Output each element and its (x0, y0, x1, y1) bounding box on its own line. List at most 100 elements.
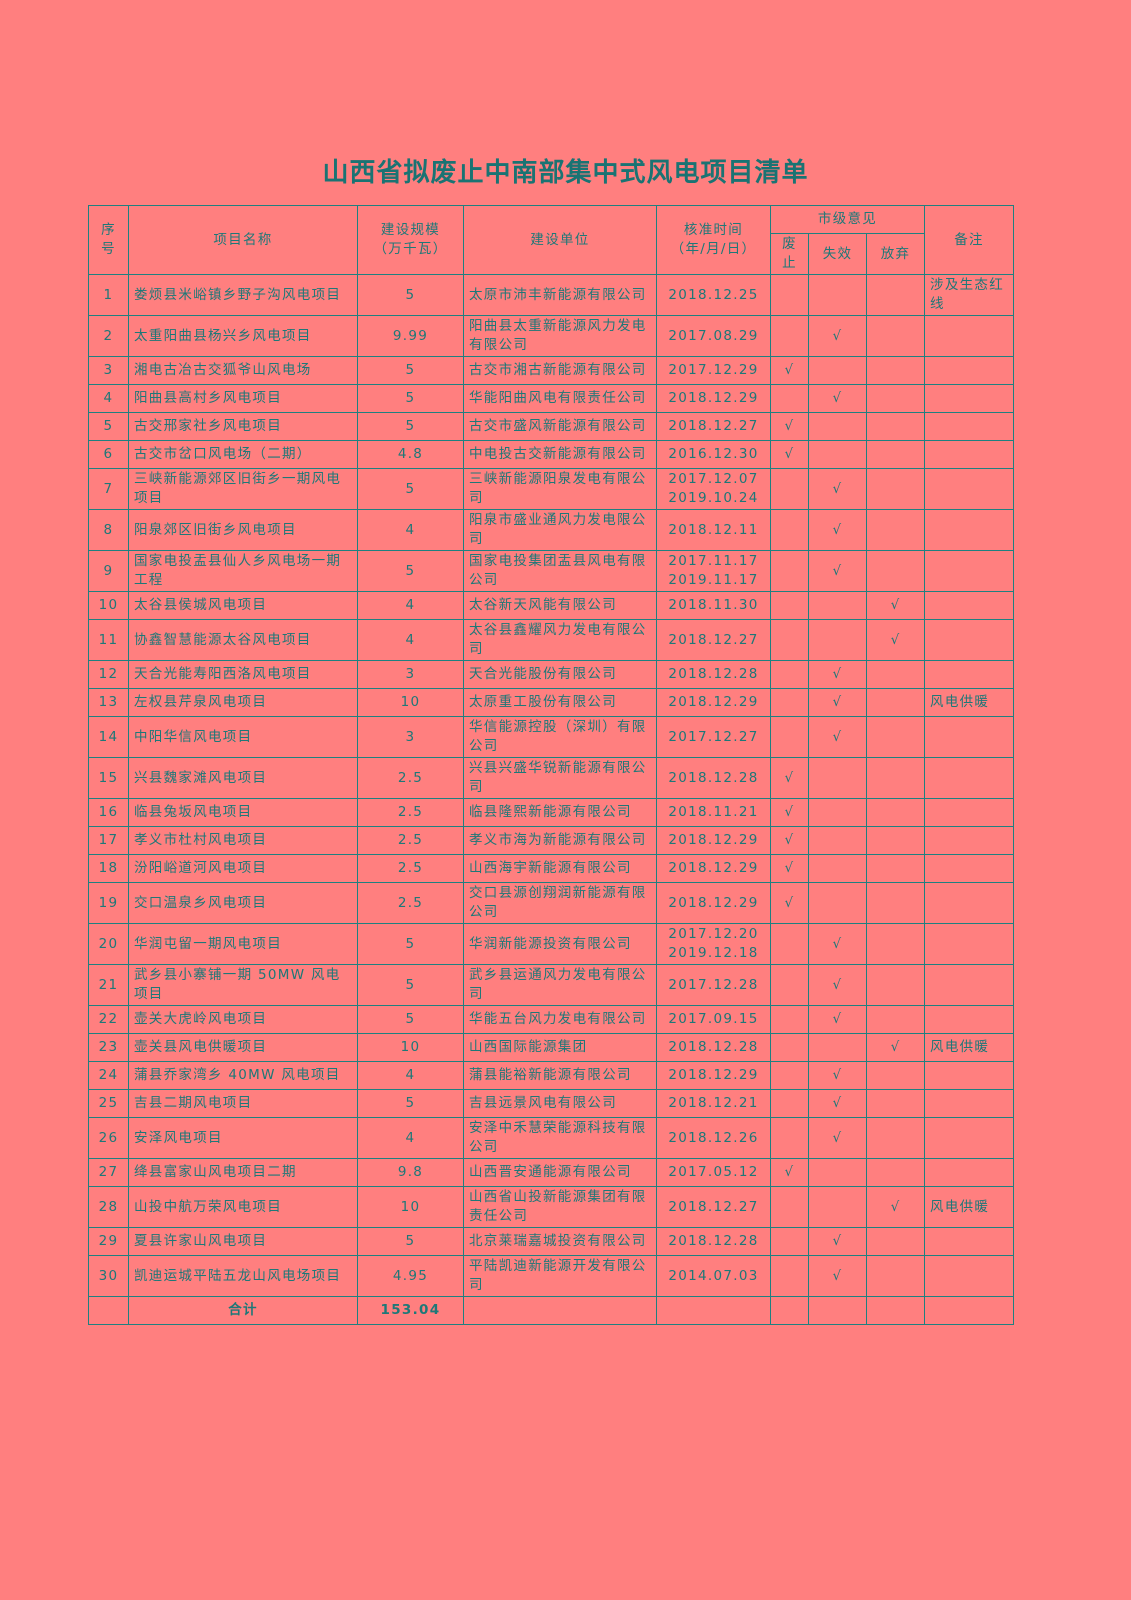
cell-seq: 25 (88, 1089, 129, 1118)
cell-name: 太重阳曲县杨兴乡风电项目 (128, 315, 358, 357)
cell-date: 2018.12.28 (656, 1227, 771, 1256)
date-line: 2018.12.27 (668, 418, 759, 434)
date-line: 2018.12.28 (668, 666, 759, 682)
cell-name: 太谷县侯城风电项目 (128, 591, 358, 620)
cell-seq: 13 (88, 688, 129, 717)
cell-unit: 山西省山投新能源集团有限责任公司 (463, 1186, 657, 1228)
cell-remark (924, 1158, 1015, 1187)
cell-seq: 10 (88, 591, 129, 620)
table-row: 28 山投中航万荣风电项目 10 山西省山投新能源集团有限责任公司 2018.12.27… (88, 1186, 1015, 1228)
check-mark-icon: √ (770, 798, 809, 827)
cell-capacity: 2.5 (357, 757, 464, 799)
cell-unit: 华能阳曲风电有限责任公司 (463, 384, 657, 413)
cell-seq: 29 (88, 1227, 129, 1256)
cell-date: 2018.12.25 (656, 274, 771, 316)
cell-date: 2017.12.27 (656, 716, 771, 758)
cell-seq: 11 (88, 619, 129, 661)
date-line: 2018.12.29 (668, 694, 759, 710)
date-line: 2017.12.29 (668, 362, 759, 378)
cell-unit: 古交市湘古新能源有限公司 (463, 356, 657, 385)
check-mark-icon: √ (865, 1186, 926, 1228)
cell-empty (656, 1296, 771, 1325)
cell-abandon (865, 882, 926, 924)
cell-abandon (865, 854, 926, 883)
cell-abandon (865, 1089, 926, 1118)
table-row: 18 汾阳峪道河风电项目 2.5 山西海宇新能源有限公司 2018.12.29 √ (88, 854, 1015, 883)
cell-remark (924, 356, 1015, 385)
cell-seq: 28 (88, 1186, 129, 1228)
cell-date: 2017.08.29 (656, 315, 771, 357)
date-line: 2018.12.29 (668, 1067, 759, 1083)
check-mark-icon: √ (770, 757, 809, 799)
cell-abandon (865, 412, 926, 441)
cell-remark (924, 964, 1015, 1006)
table-row: 8 阳泉郊区旧街乡风电项目 4 阳泉市盛业通风力发电限公司 2018.12.11 √ (88, 509, 1015, 551)
cell-invalid (808, 619, 867, 661)
cell-unit: 阳曲县太重新能源风力发电有限公司 (463, 315, 657, 357)
table-row: 7 三峡新能源郊区旧街乡一期风电项目 5 三峡新能源阳泉发电有限公司 2017.12.0… (88, 468, 1015, 510)
table-row: 15 兴县魏家滩风电项目 2.5 兴县兴盛华锐新能源有限公司 2018.12.28 √ (88, 757, 1015, 799)
table-row: 29 夏县许家山风电项目 5 北京莱瑞嘉城投资有限公司 2018.12.28 √ (88, 1227, 1015, 1256)
cell-empty (924, 1296, 1015, 1325)
cell-date: 2018.12.29 (656, 882, 771, 924)
cell-unit: 三峡新能源阳泉发电有限公司 (463, 468, 657, 510)
cell-date: 2018.12.29 (656, 688, 771, 717)
cell-invalid (808, 1158, 867, 1187)
cell-unit: 吉县远景风电有限公司 (463, 1089, 657, 1118)
check-mark-icon: √ (770, 882, 809, 924)
cell-seq: 6 (88, 440, 129, 469)
cell-date: 2018.12.29 (656, 854, 771, 883)
header-seq: 序号 (88, 205, 129, 275)
cell-unit: 太谷新天风能有限公司 (463, 591, 657, 620)
cell-abolish (770, 660, 809, 689)
table-row: 21 武乡县小寨铺一期 50MW 风电项目 5 武乡县运通风力发电有限公司 2017.1… (88, 964, 1015, 1006)
cell-date: 2017.12.28 (656, 964, 771, 1006)
date-line: 2017.05.12 (668, 1164, 759, 1180)
cell-remark (924, 315, 1015, 357)
check-mark-icon: √ (770, 356, 809, 385)
date-line: 2017.12.27 (668, 728, 759, 745)
cell-abandon (865, 1255, 926, 1297)
cell-invalid (808, 412, 867, 441)
cell-remark (924, 509, 1015, 551)
cell-date: 2018.12.27 (656, 412, 771, 441)
cell-seq: 15 (88, 757, 129, 799)
date-line: 2018.12.21 (668, 1095, 759, 1111)
check-mark-icon: √ (808, 509, 867, 551)
cell-invalid (808, 591, 867, 620)
cell-seq: 27 (88, 1158, 129, 1187)
cell-name: 华润屯留一期风电项目 (128, 923, 358, 965)
cell-abolish (770, 384, 809, 413)
cell-seq: 18 (88, 854, 129, 883)
cell-capacity: 9.99 (357, 315, 464, 357)
cell-seq: 23 (88, 1033, 129, 1062)
cell-name: 阳曲县高村乡风电项目 (128, 384, 358, 413)
cell-name: 左权县芹泉风电项目 (128, 688, 358, 717)
cell-empty (808, 1296, 867, 1325)
cell-capacity: 5 (357, 1227, 464, 1256)
cell-abandon (865, 384, 926, 413)
cell-capacity: 5 (357, 468, 464, 510)
cell-abolish (770, 964, 809, 1006)
cell-capacity: 4.8 (357, 440, 464, 469)
check-mark-icon: √ (808, 1227, 867, 1256)
cell-remark (924, 798, 1015, 827)
project-table: 序号 项目名称 建设规模 （万千瓦） 建设单位 核准时间 （年/月/日） 市级意见 … (88, 205, 1015, 1325)
cell-name: 兴县魏家滩风电项目 (128, 757, 358, 799)
cell-unit: 山西晋安通能源有限公司 (463, 1158, 657, 1187)
cell-invalid (808, 356, 867, 385)
date-line: 2018.12.29 (668, 860, 759, 876)
cell-seq: 16 (88, 798, 129, 827)
cell-seq: 9 (88, 550, 129, 592)
cell-abolish (770, 1255, 809, 1297)
cell-date: 2018.12.28 (656, 757, 771, 799)
cell-seq: 8 (88, 509, 129, 551)
date-line: 2018.12.29 (668, 390, 759, 406)
cell-date: 2014.07.03 (656, 1255, 771, 1297)
cell-invalid (808, 1033, 867, 1062)
header-opinion: 市级意见 (769, 205, 926, 234)
cell-date: 2017.05.12 (656, 1158, 771, 1187)
check-mark-icon: √ (808, 660, 867, 689)
cell-remark (924, 854, 1015, 883)
cell-date: 2017.12.20 2019.12.18 (656, 923, 771, 965)
